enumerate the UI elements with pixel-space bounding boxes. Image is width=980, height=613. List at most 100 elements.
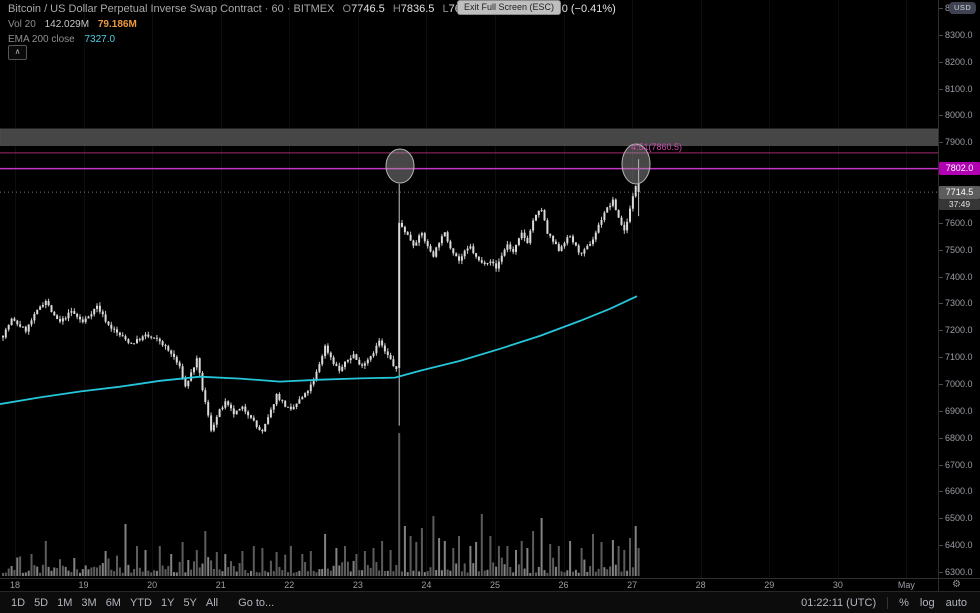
volume-indicator-row[interactable]: Vol 20 142.029M 79.186M bbox=[8, 19, 616, 30]
candle-body bbox=[292, 407, 295, 410]
volume-bar bbox=[546, 572, 549, 576]
price-axis-label: 6900.0 bbox=[939, 405, 973, 416]
ellipse-annotation[interactable] bbox=[621, 143, 651, 185]
range-1m[interactable]: 1M bbox=[57, 597, 73, 609]
volume-bar bbox=[227, 567, 230, 576]
symbol-title[interactable]: Bitcoin / US Dollar Perpetual Inverse Sw… bbox=[8, 3, 335, 15]
candle-bodies bbox=[2, 183, 640, 432]
volume-bar bbox=[118, 567, 121, 576]
time-axis-label[interactable]: 21 bbox=[215, 580, 226, 590]
volume-bar bbox=[84, 565, 87, 576]
candle-body bbox=[247, 411, 250, 416]
range-1d[interactable]: 1D bbox=[11, 597, 26, 609]
volume-bar bbox=[449, 570, 452, 576]
volume-bar bbox=[150, 572, 153, 576]
currency-badge[interactable]: USD bbox=[949, 2, 977, 14]
volume-bar bbox=[107, 558, 110, 576]
log-scale-toggle[interactable]: log bbox=[919, 597, 935, 609]
time-axis-label[interactable]: 29 bbox=[764, 580, 775, 590]
range-5d[interactable]: 5D bbox=[34, 597, 49, 609]
volume-bar bbox=[21, 572, 24, 576]
time-axis[interactable]: ⚙ 18 19 20 21 22 23 24 25 26 27 28 29 30 May bbox=[0, 578, 980, 592]
range-3m[interactable]: 3M bbox=[81, 597, 97, 609]
candle-body bbox=[358, 359, 361, 365]
candle-body bbox=[198, 358, 201, 373]
candle-body bbox=[210, 415, 213, 431]
range-6m[interactable]: 6M bbox=[105, 597, 121, 609]
volume-bar bbox=[346, 561, 349, 576]
volume-bar bbox=[352, 560, 355, 576]
ellipse-annotation[interactable] bbox=[385, 148, 415, 184]
time-axis-label[interactable]: May bbox=[897, 580, 915, 590]
volume-bar bbox=[221, 571, 224, 576]
goto-button[interactable]: Go to... bbox=[238, 597, 275, 609]
auto-scale-toggle[interactable]: auto bbox=[945, 597, 967, 609]
price-axis-label: 7600.0 bbox=[939, 217, 973, 228]
gear-icon[interactable]: ⚙ bbox=[952, 579, 961, 590]
candle-body bbox=[537, 210, 540, 215]
candle-body bbox=[267, 417, 270, 424]
candle-body bbox=[629, 208, 631, 222]
candle-body bbox=[520, 232, 523, 239]
volume-bar bbox=[101, 563, 104, 576]
candle-body bbox=[386, 351, 389, 355]
time-axis-label[interactable]: 23 bbox=[352, 580, 363, 590]
volume-bar bbox=[30, 554, 33, 576]
candle-body bbox=[64, 318, 67, 320]
volume-bar bbox=[133, 569, 136, 576]
volume-bar bbox=[250, 570, 252, 576]
ema-indicator-row[interactable]: EMA 200 close 7327.0 bbox=[8, 34, 616, 45]
range-ytd[interactable]: YTD bbox=[129, 597, 152, 609]
candle-body bbox=[244, 406, 247, 412]
percent-scale-toggle[interactable]: % bbox=[899, 597, 909, 609]
price-axis[interactable]: USD 7802.0 7714.5 37:49 8400.08300.08200… bbox=[938, 0, 980, 578]
time-axis-label[interactable]: 28 bbox=[695, 580, 706, 590]
exit-fullscreen-tooltip: Exit Full Screen (ESC) bbox=[457, 0, 562, 15]
time-axis-label[interactable]: 30 bbox=[832, 580, 843, 590]
candle-body bbox=[19, 324, 22, 327]
time-axis-label[interactable]: 22 bbox=[284, 580, 295, 590]
volume-bar bbox=[452, 548, 455, 576]
resistance-band[interactable] bbox=[0, 128, 939, 146]
volume-bar bbox=[440, 570, 443, 576]
time-axis-label[interactable]: 18 bbox=[9, 580, 21, 590]
clock-label[interactable]: 01:22:11 (UTC) bbox=[801, 597, 877, 609]
low-label: L bbox=[442, 3, 449, 15]
volume-bar bbox=[455, 563, 458, 576]
volume-bar bbox=[207, 557, 210, 576]
candle-body bbox=[363, 363, 366, 366]
volume-bar bbox=[187, 560, 190, 576]
candle-body bbox=[124, 336, 127, 340]
candle-body bbox=[321, 356, 324, 365]
time-axis-label[interactable]: 25 bbox=[489, 580, 500, 590]
candle-body bbox=[418, 235, 421, 243]
candle-body bbox=[574, 242, 577, 246]
volume-bar bbox=[500, 557, 503, 576]
range-5y[interactable]: 5Y bbox=[183, 597, 197, 609]
ema-line bbox=[0, 295, 638, 405]
volume-bar bbox=[580, 548, 583, 576]
time-axis-label[interactable]: 20 bbox=[147, 580, 158, 590]
candle-body bbox=[609, 205, 612, 208]
volume-bar bbox=[629, 538, 631, 576]
volume-bar bbox=[215, 552, 218, 576]
legend-collapse-button[interactable]: ∧ bbox=[8, 45, 27, 60]
candle-body bbox=[341, 366, 344, 371]
candle-body bbox=[572, 236, 574, 243]
candle-body bbox=[509, 244, 512, 249]
price-axis-label: 8000.0 bbox=[939, 110, 973, 121]
time-axis-label[interactable]: 24 bbox=[421, 580, 432, 590]
candle-body bbox=[258, 427, 261, 430]
time-axis-label[interactable]: 26 bbox=[558, 580, 569, 590]
range-all[interactable]: All bbox=[205, 597, 219, 609]
candlestick-chart[interactable]: 4.51(7860.5) bbox=[0, 0, 980, 578]
time-axis-label[interactable]: 19 bbox=[78, 580, 89, 590]
time-axis-label[interactable]: 27 bbox=[627, 580, 638, 590]
candle-body bbox=[495, 263, 498, 269]
volume-bar bbox=[497, 546, 500, 576]
candle-body bbox=[469, 246, 472, 249]
volume-bar bbox=[492, 562, 495, 576]
range-1y[interactable]: 1Y bbox=[160, 597, 175, 609]
volume-bar bbox=[426, 571, 429, 576]
candle-body bbox=[272, 404, 275, 410]
